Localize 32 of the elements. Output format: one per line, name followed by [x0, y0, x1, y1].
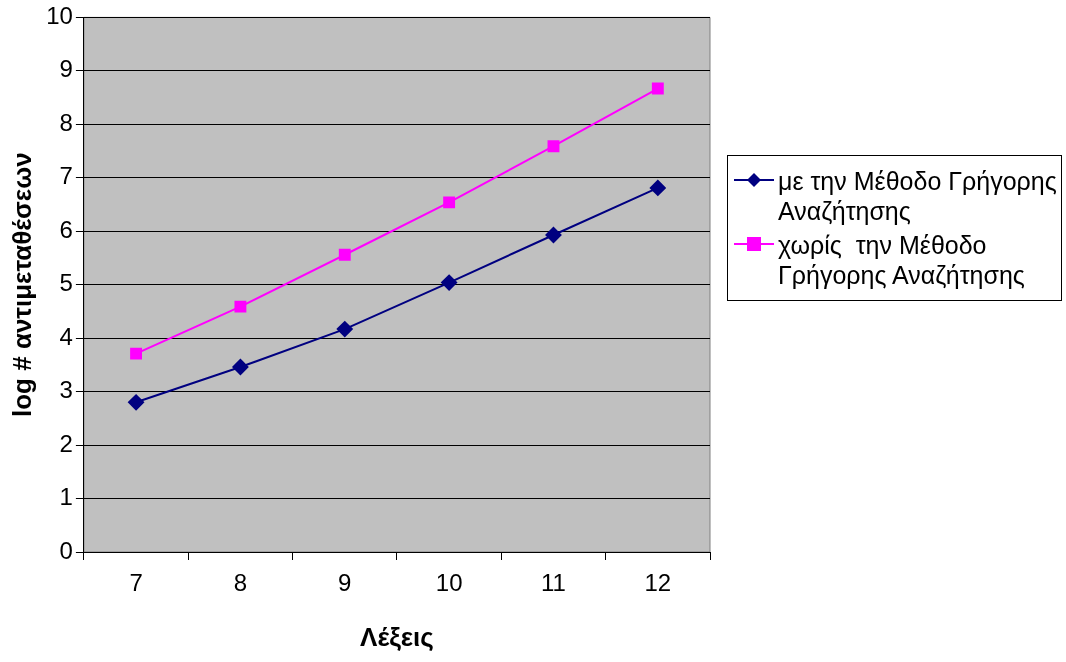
y-tick-label: 1	[59, 483, 73, 511]
x-tick-label: 7	[129, 569, 143, 597]
point	[338, 248, 351, 261]
y-tick-label: 3	[59, 376, 73, 404]
legend-label: χωρίς την Μέθοδο Γρήγορης Αναζήτησης	[778, 230, 1026, 290]
x-tick-label: 8	[233, 569, 248, 597]
y-tick-label: 2	[59, 429, 73, 457]
point	[234, 300, 247, 313]
y-tick-label: 8	[59, 108, 73, 136]
y-axis-title: log # αντιμεταθέσεων	[6, 152, 37, 417]
x-tick-label: 12	[644, 569, 672, 597]
y-tick-label: 4	[59, 322, 73, 350]
y-tick-label: 10	[46, 2, 73, 30]
point	[232, 359, 249, 376]
point	[441, 274, 458, 291]
x-tick-label: 9	[338, 569, 352, 597]
point	[130, 347, 143, 360]
point	[651, 82, 664, 95]
y-tick-label: 9	[59, 55, 73, 83]
y-tick-label: 7	[59, 162, 73, 190]
y-tick-label: 6	[59, 215, 73, 243]
x-tick-label: 11	[541, 569, 566, 597]
point	[545, 226, 562, 243]
y-tick-label: 0	[59, 536, 73, 564]
point	[336, 321, 353, 338]
x-axis-title: Λέξεις	[360, 621, 434, 652]
x-tick-label: 10	[435, 569, 463, 597]
point	[443, 196, 456, 209]
point	[649, 179, 666, 196]
point	[128, 394, 145, 411]
y-tick-label: 5	[59, 269, 73, 297]
point	[547, 140, 560, 153]
